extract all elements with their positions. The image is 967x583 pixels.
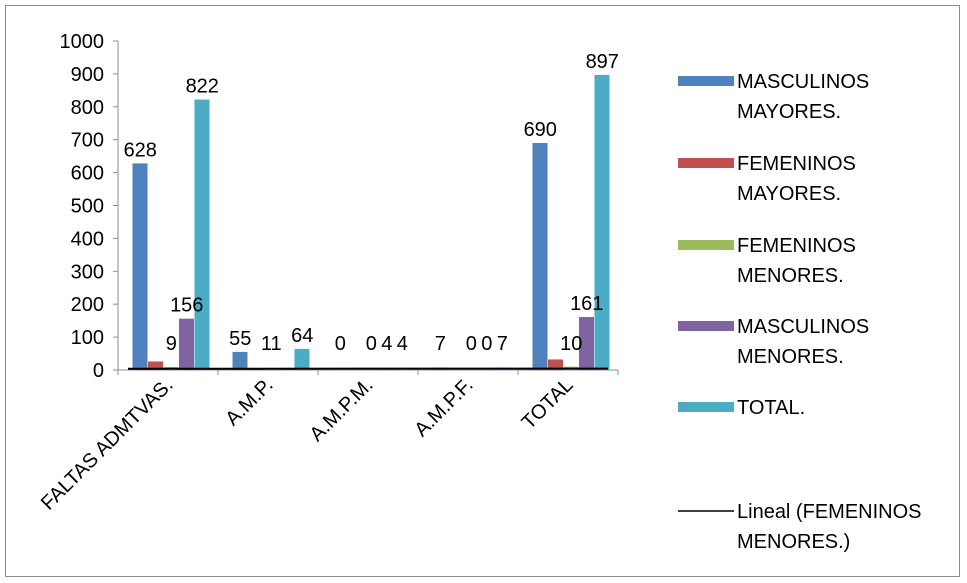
data-label-femeninos-menores: 0 — [466, 333, 477, 355]
bar-masculinos-menores — [579, 317, 594, 370]
data-label-total: 822 — [186, 76, 219, 98]
y-tick-label: 600 — [71, 163, 104, 185]
data-label-femeninos-menores: 0 — [366, 333, 377, 355]
bar-femeninos-mayores — [148, 361, 163, 370]
y-tick-label: 1000 — [60, 31, 105, 53]
data-label-total: 4 — [397, 333, 408, 355]
category-label: A.M.P. — [221, 374, 277, 430]
y-tick-label: 500 — [71, 196, 104, 218]
bar-total — [594, 74, 610, 371]
y-tick-label: 300 — [71, 261, 104, 283]
category-label: A.M.P.F. — [410, 374, 477, 441]
chart-frame — [5, 5, 960, 577]
bar-total — [294, 348, 310, 370]
bar-masculinos-mayores — [532, 142, 548, 370]
legend-label-trendline: Lineal (FEMENINOS MENORES.) — [737, 501, 922, 553]
data-label-total: 64 — [291, 325, 313, 347]
bar-masculinos-mayores — [132, 163, 148, 370]
data-label-masculinos-mayores: 7 — [435, 333, 446, 355]
data-label-masculinos-mayores: 690 — [524, 119, 557, 141]
data-label-masculinos-mayores: 628 — [124, 139, 157, 161]
data-label-femeninos-menores: 9 — [166, 333, 177, 355]
legend-label-masculinos-menores: MASCULINOS MENORES. — [737, 316, 869, 368]
y-tick-label: 400 — [71, 228, 104, 250]
legend-label-total: TOTAL. — [737, 397, 805, 419]
data-label-total: 7 — [497, 333, 508, 355]
legend-swatch-masculinos-menores — [678, 321, 734, 331]
data-label-total: 897 — [586, 51, 619, 73]
category-label: TOTAL — [518, 374, 578, 434]
bar-masculinos-mayores — [232, 351, 248, 370]
y-tick-label: 900 — [71, 64, 104, 86]
data-label-femeninos-menores: 10 — [560, 333, 582, 355]
legend-swatch-femeninos-menores — [678, 240, 734, 250]
data-label-masculinos-menores: 4 — [381, 333, 392, 355]
data-label-masculinos-mayores: 0 — [335, 333, 346, 355]
y-tick-label: 0 — [93, 360, 104, 382]
data-label-masculinos-menores: 156 — [170, 295, 203, 317]
legend-swatch-total — [678, 402, 734, 412]
legend-label-femeninos-mayores: FEMENINOS MAYORES. — [737, 153, 856, 205]
y-tick-label: 800 — [71, 97, 104, 119]
bar-total — [194, 99, 210, 370]
bar-masculinos-menores — [179, 318, 194, 370]
bar-femeninos-mayores — [548, 359, 563, 370]
category-label: A.M.P.M. — [306, 374, 378, 446]
y-tick-label: 100 — [71, 327, 104, 349]
y-tick-label: 700 — [71, 130, 104, 152]
data-label-femeninos-menores: 11 — [261, 333, 282, 355]
category-label: FALTAS ADMTVAS. — [37, 374, 178, 515]
data-label-masculinos-menores: 161 — [570, 293, 603, 315]
legend-swatch-masculinos-mayores — [678, 76, 734, 86]
legend-label-femeninos-menores: FEMENINOS MENORES. — [737, 235, 856, 287]
y-tick-label: 200 — [71, 294, 104, 316]
legend-label-masculinos-mayores: MASCULINOS MAYORES. — [737, 71, 869, 123]
data-label-masculinos-mayores: 55 — [229, 328, 251, 350]
legend-swatch-femeninos-mayores — [678, 158, 734, 168]
data-label-masculinos-menores: 0 — [481, 333, 492, 355]
